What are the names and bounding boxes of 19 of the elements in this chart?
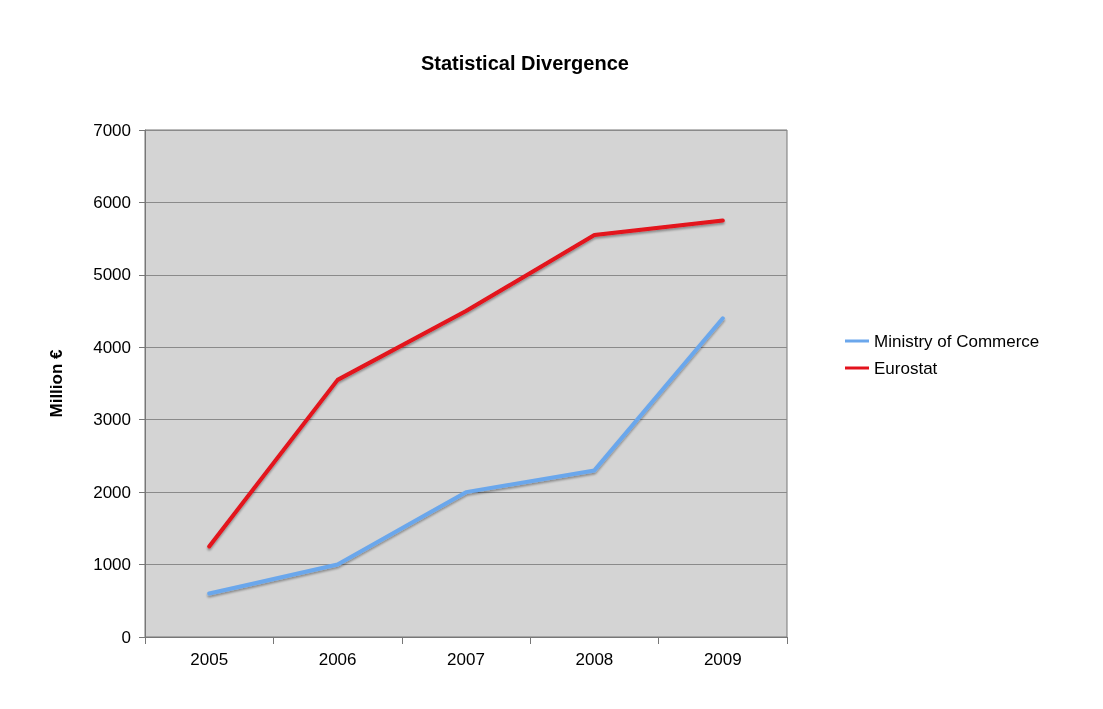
legend-label: Eurostat (874, 358, 938, 378)
y-tick-label: 0 (121, 627, 131, 647)
line-series (207, 218, 725, 549)
x-tick-label: 2006 (318, 650, 357, 669)
y-axis-title: Million € (47, 348, 66, 418)
y-tick-label: 6000 (93, 192, 131, 212)
y-tick-label: 1000 (93, 555, 131, 575)
y-tick-label: 4000 (93, 337, 131, 357)
chart-title: Statistical Divergence (421, 52, 629, 74)
y-tick-label: 7000 (93, 120, 131, 140)
y-tick-label: 3000 (93, 410, 131, 430)
y-tick-label: 2000 (93, 482, 131, 502)
x-tick-label: 2008 (575, 650, 614, 669)
y-tick-label: 5000 (93, 265, 131, 285)
line-series (207, 316, 725, 596)
x-tick-label: 2009 (703, 650, 742, 669)
x-tick-label: 2007 (447, 650, 485, 669)
x-tick-label: 2005 (190, 650, 229, 669)
legend-label: Ministry of Commerce (874, 331, 1040, 351)
